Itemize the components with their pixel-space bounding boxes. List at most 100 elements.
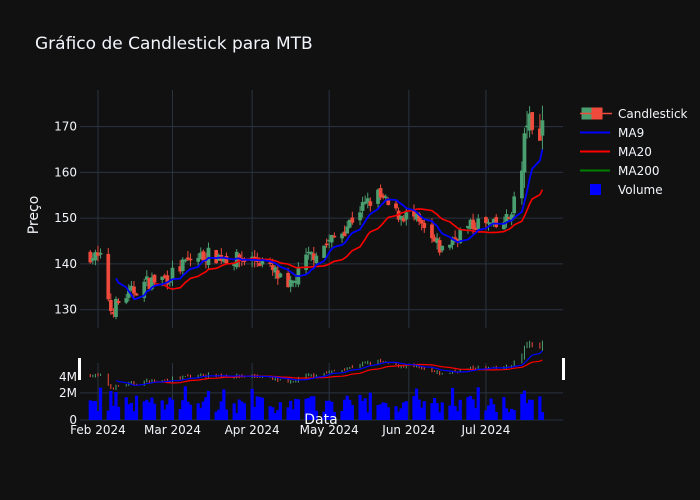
- legend-label-ma20: MA20: [618, 144, 652, 159]
- volume-bar: [271, 407, 275, 420]
- volume-bar: [111, 405, 115, 420]
- volume-bar: [163, 409, 167, 420]
- candle-body: [520, 170, 524, 199]
- volume-bar: [471, 399, 475, 420]
- x-axis-title: Data: [304, 412, 337, 428]
- candle-body: [322, 245, 326, 258]
- candle-body: [471, 219, 475, 229]
- volume-bar: [199, 407, 203, 420]
- candle-body: [114, 298, 118, 317]
- volume-bar: [394, 406, 398, 420]
- volume-bar: [116, 406, 121, 420]
- volume-bar: [106, 410, 110, 420]
- volume-bar: [304, 398, 308, 420]
- legend-item-volume[interactable]: Volume: [576, 180, 696, 199]
- candle-body: [486, 222, 491, 224]
- candle-body: [345, 226, 350, 234]
- volume-bar: [232, 403, 236, 420]
- volume-bar: [435, 403, 439, 420]
- volume-bar: [402, 402, 406, 420]
- volume-bar: [440, 402, 444, 420]
- candle-body: [383, 196, 388, 198]
- volume-bar: [255, 396, 259, 420]
- volume-bar: [530, 399, 534, 420]
- candle-body: [196, 257, 201, 262]
- legend-label-ma200: MA200: [618, 163, 660, 178]
- range-slider[interactable]: [78, 340, 565, 390]
- candlestick-legend-icon: [580, 107, 612, 120]
- volume-bar: [145, 399, 149, 420]
- candle-body: [440, 245, 445, 251]
- volume-bar: [438, 412, 442, 420]
- candle-body: [288, 279, 293, 287]
- volume-bar: [368, 392, 372, 420]
- ma9-line: [115, 149, 544, 301]
- legend-item-ma200[interactable]: MA200: [576, 161, 696, 180]
- volume-bar: [276, 410, 280, 420]
- volume-bar: [142, 401, 146, 420]
- volume-bar: [129, 402, 133, 420]
- candle-body: [183, 259, 188, 262]
- x-tick-label: Jul 2024: [461, 423, 511, 437]
- volume-bar: [538, 396, 542, 420]
- candle-body: [206, 247, 211, 265]
- volume-bar: [260, 397, 265, 420]
- volume-series: [88, 386, 545, 420]
- volume-bar: [217, 409, 221, 420]
- candle-body: [106, 253, 111, 300]
- candle-body: [512, 196, 517, 214]
- candle-body: [453, 237, 457, 239]
- volume-bar: [114, 391, 118, 420]
- volume-bar: [181, 400, 185, 420]
- candle-body: [342, 231, 347, 237]
- volume-bar: [366, 412, 370, 420]
- candle-body: [124, 298, 129, 303]
- volume-bar: [186, 401, 190, 420]
- candle-body: [540, 120, 545, 136]
- volume-bar: [168, 397, 172, 420]
- x-tick-label: Feb 2024: [70, 423, 126, 437]
- volume-bar: [235, 413, 239, 420]
- volume-legend-icon: [590, 184, 601, 195]
- price-tick-label: 130: [54, 303, 77, 317]
- volume-bar: [296, 399, 300, 420]
- candle-body: [152, 274, 157, 283]
- legend-item-candlestick[interactable]: Candlestick: [576, 104, 696, 123]
- volume-bar: [450, 387, 455, 420]
- candle-body: [88, 251, 93, 263]
- legend-item-ma9[interactable]: MA9: [576, 123, 696, 142]
- volume-bar: [512, 410, 516, 420]
- volume-bar: [494, 412, 498, 420]
- legend-item-ma20[interactable]: MA20: [576, 142, 696, 161]
- price-tick-label: 160: [54, 165, 77, 179]
- rangeslider-left-handle: [78, 358, 81, 380]
- volume-bar: [422, 401, 426, 420]
- volume-bar: [502, 397, 506, 420]
- volume-bar: [381, 402, 385, 420]
- volume-bar: [404, 401, 408, 420]
- candle-body: [476, 218, 481, 229]
- volume-y-axis: 0 2M 4M: [59, 370, 77, 427]
- price-y-axis: 130 140 150 160 170: [54, 120, 77, 317]
- candle-body: [399, 216, 403, 220]
- candle-body: [324, 243, 329, 246]
- volume-bar: [170, 399, 175, 420]
- volume-bar: [312, 396, 316, 420]
- price-tick-label: 170: [54, 120, 77, 134]
- volume-tick-label: 2M: [59, 386, 77, 400]
- volume-bar: [399, 408, 403, 420]
- volume-bar: [147, 402, 151, 420]
- volume-bar: [219, 401, 223, 420]
- volume-bar: [420, 407, 424, 420]
- candle-body: [494, 217, 499, 227]
- volume-bar: [289, 400, 293, 420]
- candle-body: [419, 219, 424, 224]
- volume-bar: [240, 401, 244, 420]
- volume-bar: [430, 403, 434, 420]
- candle-body: [160, 276, 165, 280]
- volume-bar: [127, 404, 131, 420]
- candle-body: [360, 202, 365, 211]
- candle-body: [186, 257, 190, 260]
- volume-bar: [124, 397, 128, 420]
- moving-average-lines: [115, 149, 544, 301]
